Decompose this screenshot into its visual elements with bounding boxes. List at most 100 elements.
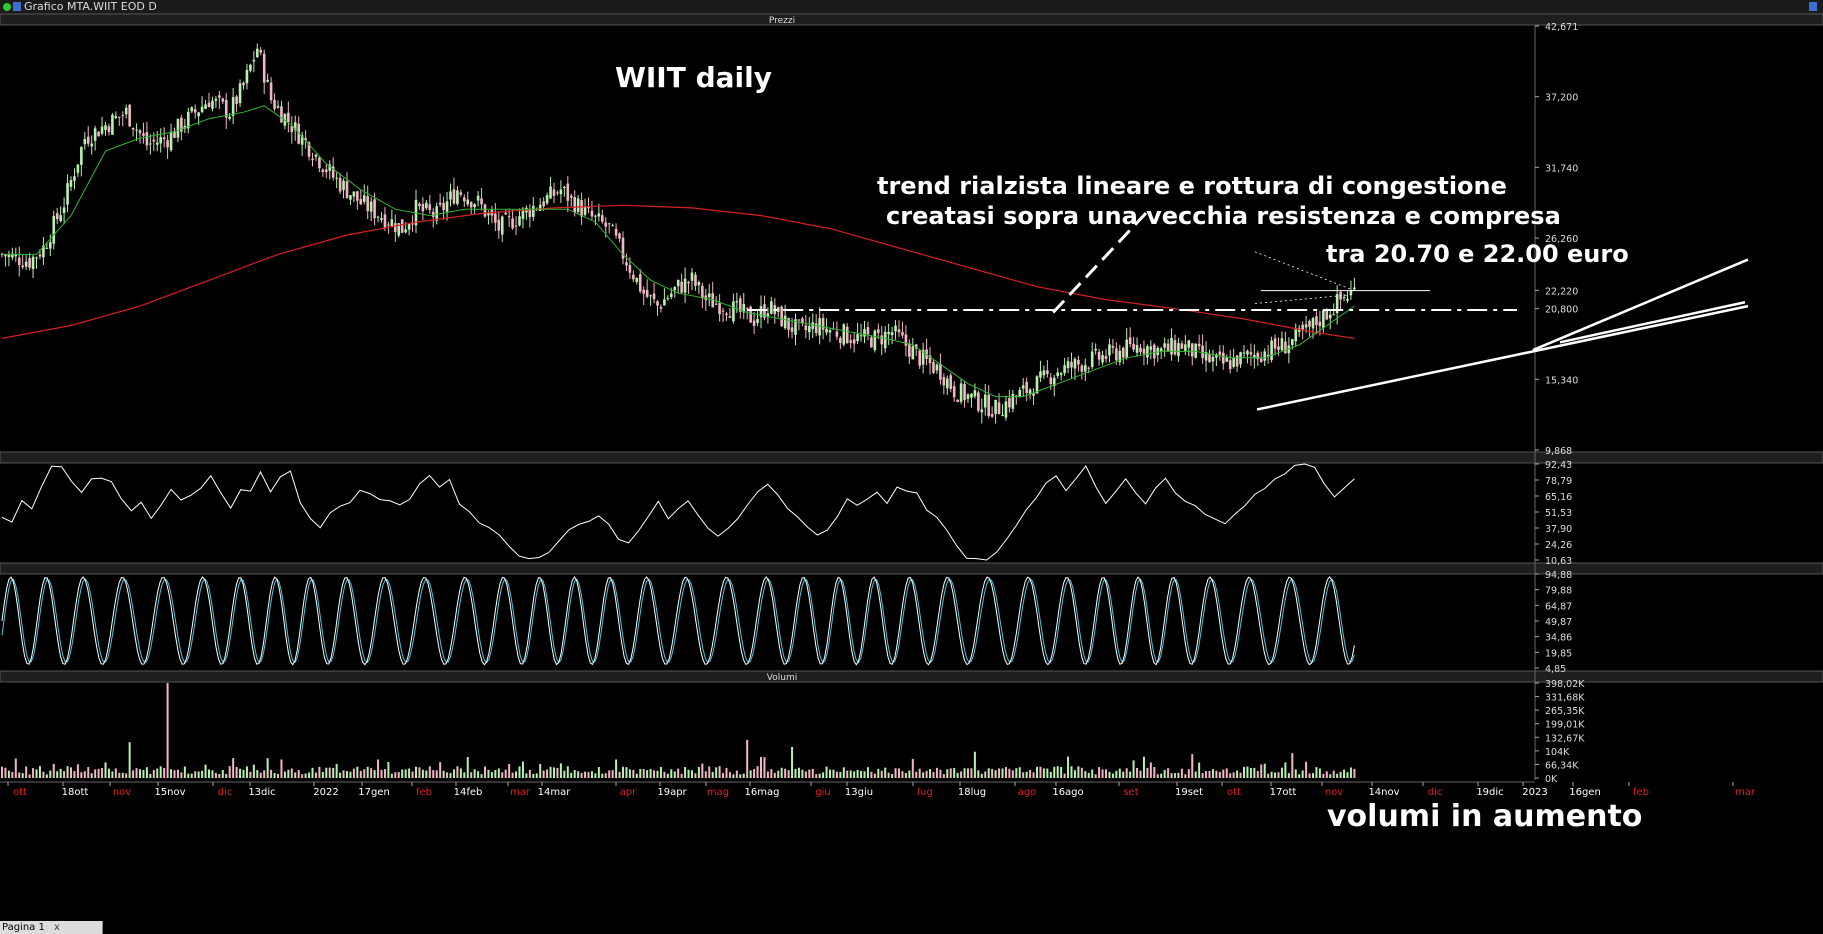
candle xyxy=(749,305,752,323)
volume-bar xyxy=(142,770,145,778)
candle-body xyxy=(890,332,894,336)
x-tick-label: 18lug xyxy=(958,787,986,798)
volume-bar xyxy=(128,742,131,778)
volume-bar xyxy=(411,771,414,778)
volume-bar xyxy=(1098,767,1101,778)
candle-body xyxy=(590,210,594,217)
volume-annotation: volumi in aumento xyxy=(1327,799,1642,834)
volume-bar xyxy=(753,769,756,778)
candle xyxy=(421,197,425,221)
candle xyxy=(121,111,125,127)
volume-bar xyxy=(973,751,976,778)
volume-bar xyxy=(1305,761,1308,778)
volume-bar xyxy=(1287,773,1290,778)
candle-body xyxy=(1235,355,1239,367)
candle-body xyxy=(83,138,87,145)
volume-bar xyxy=(898,768,900,778)
candle xyxy=(569,193,573,207)
candle xyxy=(418,202,421,210)
candle-body xyxy=(770,301,773,314)
candle xyxy=(1021,378,1025,397)
volume-bar xyxy=(1301,770,1304,778)
candle xyxy=(549,176,552,200)
candle-body xyxy=(204,104,207,109)
candle xyxy=(594,214,597,226)
candle xyxy=(1308,319,1311,337)
candle xyxy=(1222,345,1225,370)
candle-body xyxy=(666,298,670,300)
candle xyxy=(1039,360,1042,382)
volume-bar xyxy=(1243,766,1245,778)
volume-bar xyxy=(7,770,10,778)
candle-body xyxy=(73,176,76,181)
candle-body xyxy=(576,198,580,212)
candle-body xyxy=(1125,339,1128,358)
volume-bar xyxy=(470,772,473,778)
candle-body xyxy=(1266,354,1270,357)
window-control-icon[interactable] xyxy=(1809,2,1817,11)
candle xyxy=(652,282,656,304)
volume-bar xyxy=(380,769,383,778)
volume-bar xyxy=(294,772,297,778)
candle xyxy=(445,192,449,221)
candle-body xyxy=(293,122,297,131)
candle xyxy=(1111,338,1115,354)
candle-body xyxy=(1149,346,1153,350)
volume-bar xyxy=(994,770,997,778)
window-menu-icon[interactable] xyxy=(13,2,21,11)
candle-body xyxy=(107,126,111,133)
volume-bar xyxy=(1032,772,1035,778)
volume-bar xyxy=(442,770,445,778)
x-tick-label: 14mar xyxy=(538,787,572,798)
candle xyxy=(607,222,611,234)
candle-body xyxy=(1011,394,1015,409)
candle-body xyxy=(1153,344,1156,359)
candle xyxy=(111,112,114,135)
volume-bar xyxy=(873,773,876,778)
candle xyxy=(877,323,880,339)
tab-close-icon[interactable]: x xyxy=(54,922,60,933)
candle xyxy=(732,293,735,324)
candle-body xyxy=(421,204,425,212)
volume-bar xyxy=(597,767,600,778)
volume-bar xyxy=(970,768,973,778)
stoch-tick-label: 94,88 xyxy=(1545,570,1572,581)
candle-body xyxy=(745,307,749,309)
candle-body xyxy=(418,203,421,207)
candle-body xyxy=(1170,337,1173,355)
candle xyxy=(525,205,528,220)
price-tick-label: 42,671 xyxy=(1545,22,1578,33)
candle-body xyxy=(877,329,880,333)
candle-body xyxy=(349,195,352,200)
x-tick-label: 19dic xyxy=(1476,787,1503,798)
candle xyxy=(376,215,380,223)
candle-body xyxy=(80,147,83,165)
candle-body xyxy=(480,198,483,205)
chart-title: WIIT daily xyxy=(615,61,772,94)
candle xyxy=(828,328,832,343)
candle xyxy=(273,93,276,112)
candle-body xyxy=(400,219,404,233)
volume-bar xyxy=(263,770,266,778)
volume-bar xyxy=(501,772,504,778)
candle-body xyxy=(676,279,680,287)
candle-body xyxy=(946,378,949,389)
candle xyxy=(1153,343,1156,366)
rsi-tick-label: 37,90 xyxy=(1545,524,1572,535)
candle-body xyxy=(483,204,487,217)
candle xyxy=(449,183,452,207)
candle xyxy=(280,100,283,123)
candle-body xyxy=(1180,343,1184,349)
candle-body xyxy=(1008,398,1011,408)
candle-body xyxy=(238,83,242,104)
volume-bar xyxy=(349,771,352,778)
candle xyxy=(1139,343,1142,355)
volume-bar xyxy=(694,773,697,778)
volume-bar xyxy=(1329,774,1332,778)
volume-bar xyxy=(390,773,393,778)
x-tick-label: 13giu xyxy=(845,787,873,798)
tab-pagina-1[interactable]: Pagina 1 x xyxy=(0,921,103,934)
candle xyxy=(735,292,739,313)
candle xyxy=(104,122,107,136)
